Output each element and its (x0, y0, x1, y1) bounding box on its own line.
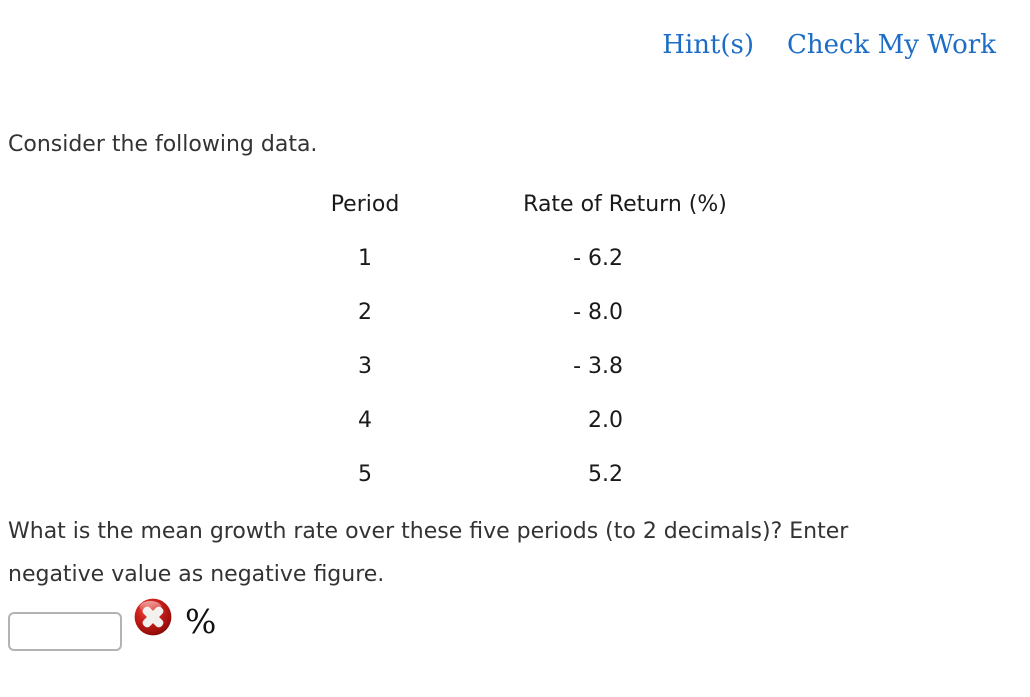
answer-input[interactable] (8, 612, 122, 651)
rate-cell: - 8.0 (573, 300, 623, 325)
period-column-header: Period (330, 192, 400, 217)
table-row: 1 - 6.2 (325, 246, 740, 300)
table-row: 2 - 8.0 (325, 300, 740, 354)
period-cell: 2 (358, 300, 372, 325)
rate-cell: - 6.2 (573, 246, 623, 271)
rate-column-header: Rate of Return (%) (523, 192, 727, 217)
question-line: negative value as negative figure. (8, 562, 385, 587)
rate-cell: 2.0 (588, 408, 623, 433)
incorrect-x-icon (134, 598, 172, 636)
answer-area: % (8, 598, 216, 651)
rate-cell: 5.2 (588, 462, 623, 487)
table-header-row: Period Rate of Return (%) (325, 192, 740, 246)
hints-link[interactable]: Hint(s) (662, 30, 755, 60)
rate-cell: - 3.8 (573, 354, 623, 379)
table-row: 4 2.0 (325, 408, 740, 462)
table-row: 5 5.2 (325, 462, 740, 516)
question-line: What is the mean growth rate over these … (8, 519, 849, 544)
toolbar-links: Hint(s) Check My Work (662, 30, 996, 60)
period-cell: 3 (358, 354, 372, 379)
check-my-work-link[interactable]: Check My Work (787, 30, 996, 60)
table-row: 3 - 3.8 (325, 354, 740, 408)
percent-unit-label: % (185, 602, 217, 641)
period-cell: 5 (358, 462, 372, 487)
intro-text: Consider the following data. (8, 132, 318, 157)
rate-of-return-table: Period Rate of Return (%) 1 - 6.2 2 - 8.… (325, 192, 740, 516)
period-cell: 4 (358, 408, 372, 433)
question-text: What is the mean growth rate over these … (8, 510, 848, 596)
period-cell: 1 (358, 246, 372, 271)
